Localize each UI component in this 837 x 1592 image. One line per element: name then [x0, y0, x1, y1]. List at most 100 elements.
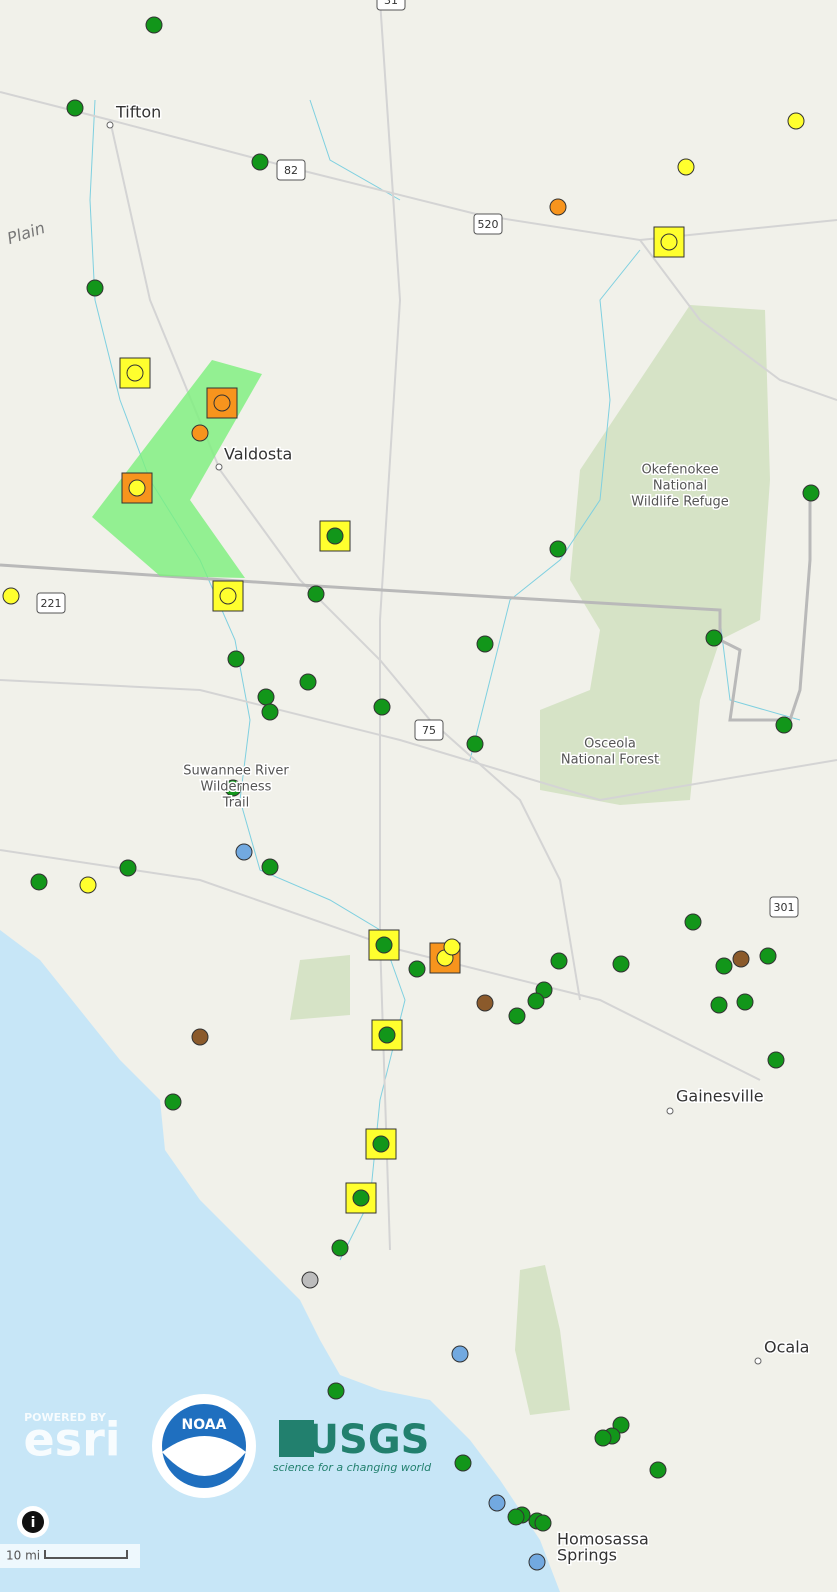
place-label: Tifton: [115, 103, 161, 122]
gauge[interactable]: [476, 994, 494, 1012]
gauge[interactable]: [2, 587, 20, 605]
gauge[interactable]: [466, 735, 484, 753]
place-label: Ocala: [764, 1338, 809, 1357]
place-label: Okefenokee: [641, 463, 718, 478]
gauge[interactable]: [373, 698, 391, 716]
place-label: National Forest: [561, 753, 659, 768]
gauge[interactable]: [550, 952, 568, 970]
road-shield-label: 301: [774, 901, 795, 914]
gauge[interactable]: [145, 16, 163, 34]
gauge[interactable]: [710, 996, 728, 1014]
gauge[interactable]: [705, 629, 723, 647]
gauge[interactable]: [594, 1429, 612, 1447]
gauge[interactable]: [30, 873, 48, 891]
gauge[interactable]: [331, 1239, 349, 1257]
gauge[interactable]: [759, 947, 777, 965]
info-button-icon[interactable]: [22, 1511, 44, 1533]
gauge[interactable]: [549, 198, 567, 216]
place-label: Trail: [222, 796, 250, 811]
road-shield: [36, 592, 66, 614]
gauge[interactable]: [612, 1416, 630, 1434]
labels: Tifton Valdosta OkefenokeeNationalWildlife…: [5, 0, 811, 1566]
gauge[interactable]: [219, 587, 237, 605]
gauge[interactable]: [128, 479, 146, 497]
gauge[interactable]: [612, 955, 630, 973]
gauge[interactable]: [375, 936, 393, 954]
gauge[interactable]: [79, 876, 97, 894]
usgs-mark: [279, 1420, 314, 1457]
gauge[interactable]: [251, 153, 269, 171]
place-label: Wilderness: [201, 780, 272, 795]
gauge[interactable]: [767, 1051, 785, 1069]
gauge[interactable]: [66, 99, 84, 117]
info-button[interactable]: i: [17, 1506, 49, 1538]
gauge[interactable]: [261, 703, 279, 721]
gauge[interactable]: [372, 1135, 390, 1153]
scale-bg: [0, 1544, 140, 1568]
gauge[interactable]: [476, 635, 494, 653]
gauge[interactable]: [732, 950, 750, 968]
gauge[interactable]: [299, 673, 317, 691]
gauge[interactable]: [507, 1508, 525, 1526]
gauge[interactable]: [443, 938, 461, 956]
gauge[interactable]: [326, 527, 344, 545]
gauge[interactable]: [126, 364, 144, 382]
road-shield-label: 82: [284, 164, 298, 177]
gauge[interactable]: [224, 779, 242, 797]
gauge[interactable]: [649, 1461, 667, 1479]
gauge[interactable]: [528, 1553, 546, 1571]
gauge[interactable]: [378, 1026, 396, 1044]
gauge[interactable]: [549, 540, 567, 558]
gauge[interactable]: [787, 112, 805, 130]
usgs-tagline: science for a changing world: [273, 1461, 432, 1474]
gauge[interactable]: [261, 858, 279, 876]
road-shield: [769, 896, 799, 918]
gauge[interactable]: [227, 650, 245, 668]
gauge[interactable]: [301, 1271, 319, 1289]
road-shield: [276, 159, 306, 181]
gauge[interactable]: [307, 585, 325, 603]
place-dot: [666, 1107, 674, 1115]
info-button-label[interactable]: i: [31, 1515, 36, 1531]
road-shield: [376, 0, 406, 11]
place-label: Springs: [557, 1546, 617, 1565]
attribution: POWERED BY esri NOAA USGS science for a …: [23, 1394, 432, 1498]
gauge[interactable]: [454, 1454, 472, 1472]
gauge[interactable]: [684, 913, 702, 931]
gauge[interactable]: [235, 843, 253, 861]
place-label: Suwannee River: [183, 764, 289, 779]
gauge[interactable]: [86, 279, 104, 297]
gauge[interactable]: [488, 1494, 506, 1512]
gauge[interactable]: [736, 993, 754, 1011]
gauge[interactable]: [802, 484, 820, 502]
road-shield-label: 221: [41, 597, 62, 610]
gauge[interactable]: [164, 1093, 182, 1111]
gauge[interactable]: [715, 957, 733, 975]
gauge[interactable]: [534, 1514, 552, 1532]
gauges: [2, 16, 820, 1571]
gauge[interactable]: [191, 1028, 209, 1046]
gauge[interactable]: [527, 992, 545, 1010]
gauge[interactable]: [451, 1345, 469, 1363]
gauge[interactable]: [408, 960, 426, 978]
place-label: National: [653, 479, 707, 494]
place-label: Homosassa: [557, 1530, 649, 1549]
gauge[interactable]: [257, 688, 275, 706]
gauge[interactable]: [327, 1382, 345, 1400]
gauge[interactable]: [677, 158, 695, 176]
water: [0, 930, 560, 1592]
gauge[interactable]: [213, 394, 231, 412]
usgs-logo: USGS: [307, 1417, 430, 1463]
gauge[interactable]: [119, 859, 137, 877]
scale-label: 10 mi: [6, 1549, 40, 1563]
gauge[interactable]: [660, 233, 678, 251]
scale-bar: [44, 1550, 128, 1559]
place-label: Valdosta: [224, 445, 292, 464]
noaa-text: NOAA: [182, 1417, 227, 1433]
gauge[interactable]: [508, 1007, 526, 1025]
place-label: Osceola: [584, 737, 636, 752]
gauge[interactable]: [775, 716, 793, 734]
gauge[interactable]: [352, 1189, 370, 1207]
state-border: [0, 500, 812, 722]
gauge[interactable]: [191, 424, 209, 442]
